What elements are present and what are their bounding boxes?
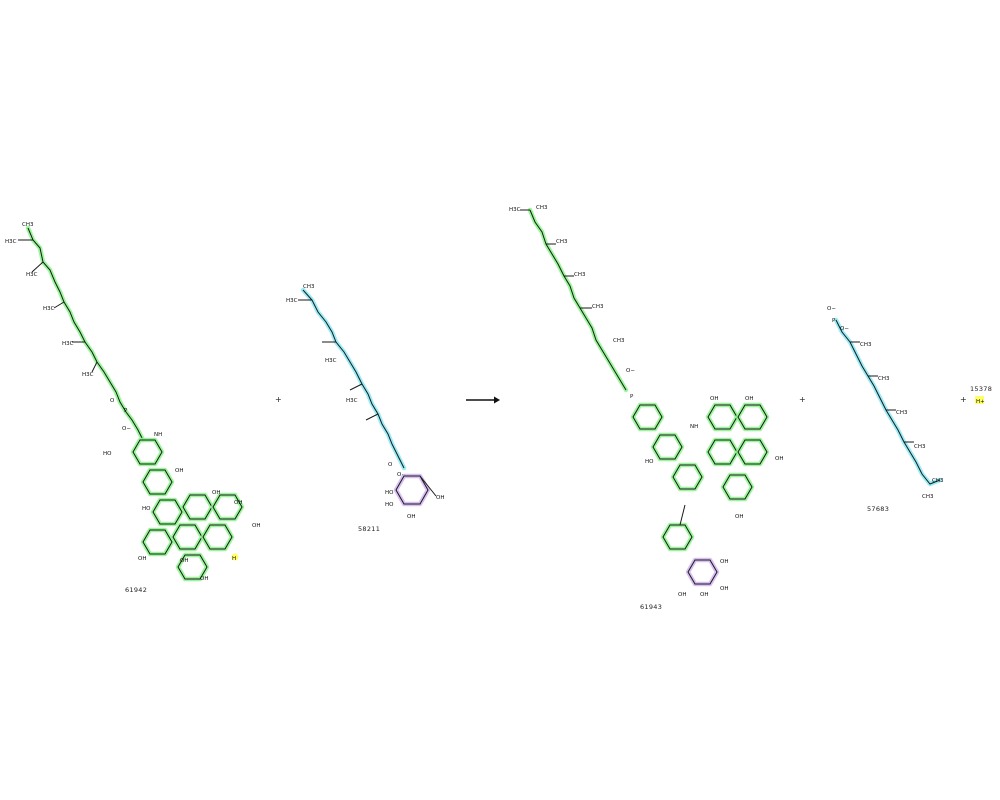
proton-highlight bbox=[975, 396, 984, 404]
hydroxyl-label: OH bbox=[436, 495, 444, 501]
hydroxyl-label: OH bbox=[710, 396, 718, 402]
methyl-label: CH3 bbox=[574, 272, 586, 278]
methyl-label: CH3 bbox=[613, 338, 625, 344]
hydroxyl-label: OH bbox=[745, 396, 753, 402]
methyl-label: CH3 bbox=[922, 494, 934, 500]
hydroxyl-label: OH bbox=[407, 514, 415, 520]
methyl-label: CH3 bbox=[592, 304, 604, 310]
hydroxyl-label: HO bbox=[385, 502, 394, 508]
oligosaccharide-rings bbox=[630, 402, 770, 587]
molecule-id-58211: 58211 bbox=[358, 525, 380, 533]
phosphate-oxygen: O bbox=[110, 398, 115, 404]
plus-sign: + bbox=[960, 395, 967, 404]
methyl-label: H3C bbox=[5, 239, 17, 245]
phosphate-ominus: O− bbox=[840, 326, 849, 332]
methyl-label: CH3 bbox=[878, 376, 890, 382]
plus-sign: + bbox=[275, 395, 282, 404]
methyl-label: H3C bbox=[43, 306, 55, 312]
hydroxyl-label: HO bbox=[645, 459, 654, 465]
hydroxyl-label: OH bbox=[678, 592, 686, 598]
phosphate-p: P bbox=[124, 408, 128, 414]
methyl-label: CH3 bbox=[860, 342, 872, 348]
molecule-id-57683: 57683 bbox=[867, 505, 889, 513]
methyl-label: CH3 bbox=[932, 478, 944, 484]
methyl-label: H3C bbox=[26, 272, 38, 278]
hydroxyl-label: HO bbox=[103, 451, 112, 457]
hydrogen-label: H bbox=[232, 556, 236, 562]
hydroxyl-label: OH bbox=[200, 576, 208, 582]
phosphate-ominus: O− bbox=[122, 426, 131, 432]
methyl-label: CH3 bbox=[536, 205, 548, 211]
molecule-id-15378: 15378 bbox=[970, 385, 992, 393]
reaction-arrow bbox=[466, 396, 500, 404]
hydroxyl-label: OH bbox=[252, 523, 260, 529]
methyl-label: CH3 bbox=[303, 284, 315, 290]
hydrogen-highlight bbox=[231, 553, 239, 561]
molecule-id-61943: 61943 bbox=[640, 603, 662, 611]
plus-sign: + bbox=[799, 395, 806, 404]
hydroxyl-label: HO bbox=[385, 490, 394, 496]
methyl-label: CH3 bbox=[22, 222, 34, 228]
hydroxyl-label: OH bbox=[735, 514, 743, 520]
hydroxyl-label: OH bbox=[775, 456, 783, 462]
nh-label: NH bbox=[154, 432, 162, 438]
methyl-label: CH3 bbox=[556, 239, 568, 245]
methyl-label: CH3 bbox=[914, 444, 926, 450]
hydroxyl-label: OH bbox=[720, 559, 728, 565]
methyl-label: H3C bbox=[325, 358, 337, 364]
hydroxyl-label: OH bbox=[180, 558, 188, 564]
methyl-label: H3C bbox=[509, 207, 521, 213]
molecule-57683: O− P O− CH3 CH3 CH3 CH3 CH3 CH3 57683 bbox=[827, 306, 944, 513]
hydroxyl-label: HO bbox=[142, 506, 151, 512]
molecule-61943: H3C CH3 CH3 CH3 CH3 CH3 O− P bbox=[509, 205, 783, 611]
hydroxyl-label: OH bbox=[720, 586, 728, 592]
methyl-label: H3C bbox=[82, 372, 94, 378]
hydroxyl-label: OH bbox=[212, 490, 220, 496]
hydroxyl-label: OH bbox=[175, 468, 183, 474]
methyl-label: H3C bbox=[62, 341, 74, 347]
nh-label: NH bbox=[690, 424, 698, 430]
phosphate-oxygen: O bbox=[388, 462, 393, 468]
methyl-label: H3C bbox=[286, 298, 298, 304]
phosphate-ominus: O− bbox=[397, 472, 406, 478]
molecule-15378: H+ 15378 bbox=[970, 385, 992, 405]
phosphate-p: P bbox=[832, 318, 836, 324]
hydroxyl-label: OH bbox=[700, 592, 708, 598]
hydroxyl-label: OH bbox=[234, 500, 242, 506]
methyl-label: H3C bbox=[346, 398, 358, 404]
molecule-61942: CH3 H3C H3C H3C H3C H3C O P O− bbox=[5, 222, 260, 594]
oligosaccharide-rings bbox=[130, 437, 245, 582]
proton-label: H+ bbox=[976, 399, 985, 405]
molecule-58211: CH3 H3C H3C H3C O O− OH HO HO OH 58211 bbox=[286, 284, 444, 533]
molecule-id-61942: 61942 bbox=[125, 586, 147, 594]
hydroxyl-label: OH bbox=[138, 556, 146, 562]
phosphate-p: P bbox=[630, 394, 634, 400]
phosphate-ominus: O− bbox=[626, 368, 635, 374]
phosphate-ominus: O− bbox=[827, 306, 836, 312]
methyl-label: CH3 bbox=[896, 410, 908, 416]
